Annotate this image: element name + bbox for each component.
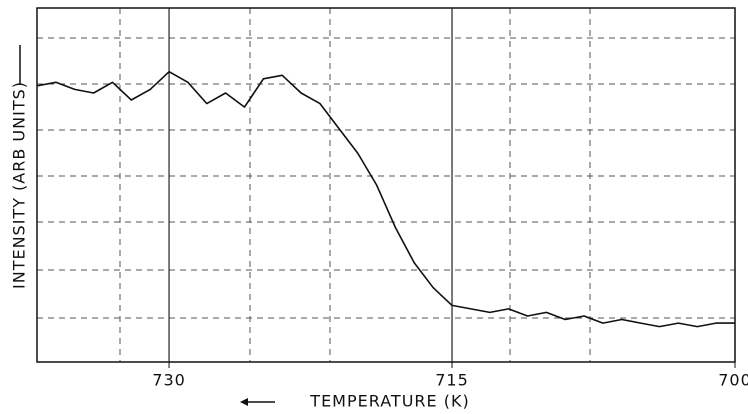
x-tick-label: 715 [435, 371, 469, 390]
x-arrow-head [240, 398, 248, 406]
x-tick-label: 730 [152, 371, 186, 390]
y-axis-label: INTENSITY (ARB UNITS) [10, 81, 29, 289]
background-grid [37, 8, 735, 362]
x-tick-label: 700 [718, 371, 748, 390]
plot-frame [36, 7, 736, 363]
x-axis-label: TEMPERATURE (K) [309, 392, 469, 411]
data-line [36, 70, 735, 328]
